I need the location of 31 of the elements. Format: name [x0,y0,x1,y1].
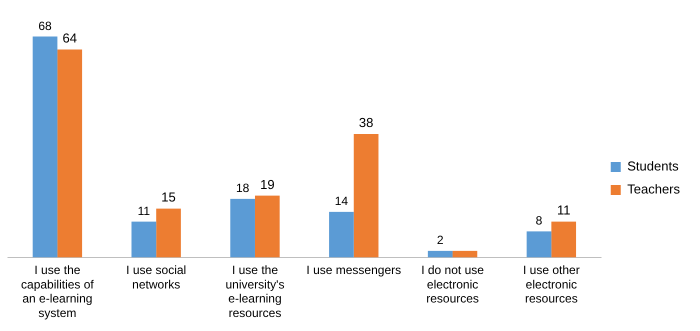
bar [32,36,58,258]
bar [230,198,255,258]
bar [526,231,552,258]
bar [131,222,156,258]
x-tick-label: I use other electronic resources [523,262,580,306]
data-label: 68 [38,18,52,33]
bar [254,196,280,258]
x-tick-label: I do not use electronic resources [421,262,484,306]
bar [551,222,576,258]
bar [329,212,354,258]
legend-label: Students [627,158,680,174]
bar [428,250,453,258]
data-label: 11 [556,202,570,218]
data-label: 11 [138,204,150,218]
data-label: 15 [161,190,176,205]
data-label: 38 [358,115,374,130]
bar [57,49,82,258]
bar [452,250,478,258]
x-tick-label: I use social networks [126,262,186,292]
data-label: 64 [62,30,77,46]
x-tick-label: I use the university's e-learning resources [225,262,284,320]
x-tick-label: I use messengers [306,262,402,277]
data-label: 14 [334,194,348,208]
data-label: 2 [436,233,444,248]
bar [156,208,181,258]
data-label: 8 [536,214,543,228]
bar [354,134,378,258]
x-tick-label: I use the capabilities of an e-learning system [21,262,94,320]
data-label: 19 [260,176,275,192]
data-label: 18 [236,181,250,196]
legend-label: Teachers [627,182,680,197]
